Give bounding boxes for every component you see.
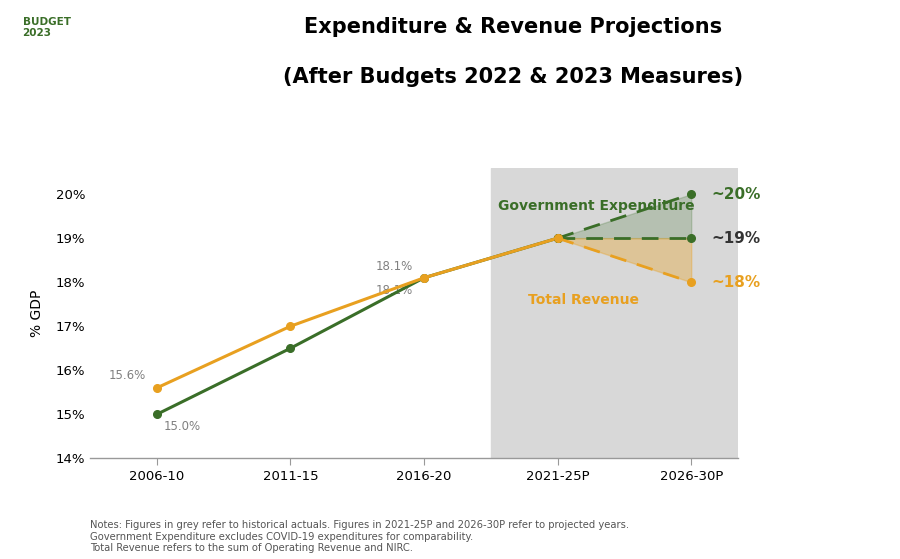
Text: ~19%: ~19% xyxy=(712,231,760,245)
Text: Expenditure & Revenue Projections: Expenditure & Revenue Projections xyxy=(304,17,722,37)
Text: BUDGET
2023: BUDGET 2023 xyxy=(22,17,70,39)
Text: 15.0%: 15.0% xyxy=(164,420,201,433)
Text: Notes: Figures in grey refer to historical actuals. Figures in 2021-25P and 2026: Notes: Figures in grey refer to historic… xyxy=(90,520,629,553)
Bar xyxy=(491,168,738,458)
Text: ~20%: ~20% xyxy=(712,187,761,202)
Y-axis label: % GDP: % GDP xyxy=(31,290,44,337)
Text: (After Budgets 2022 & 2023 Measures): (After Budgets 2022 & 2023 Measures) xyxy=(283,67,743,87)
Text: 18.1%: 18.1% xyxy=(376,259,413,273)
Text: 18.1%: 18.1% xyxy=(376,284,413,297)
Text: Total Revenue: Total Revenue xyxy=(528,293,639,307)
Text: ~18%: ~18% xyxy=(712,274,760,290)
Text: Government Expenditure: Government Expenditure xyxy=(498,198,694,212)
Text: 15.6%: 15.6% xyxy=(109,369,146,382)
